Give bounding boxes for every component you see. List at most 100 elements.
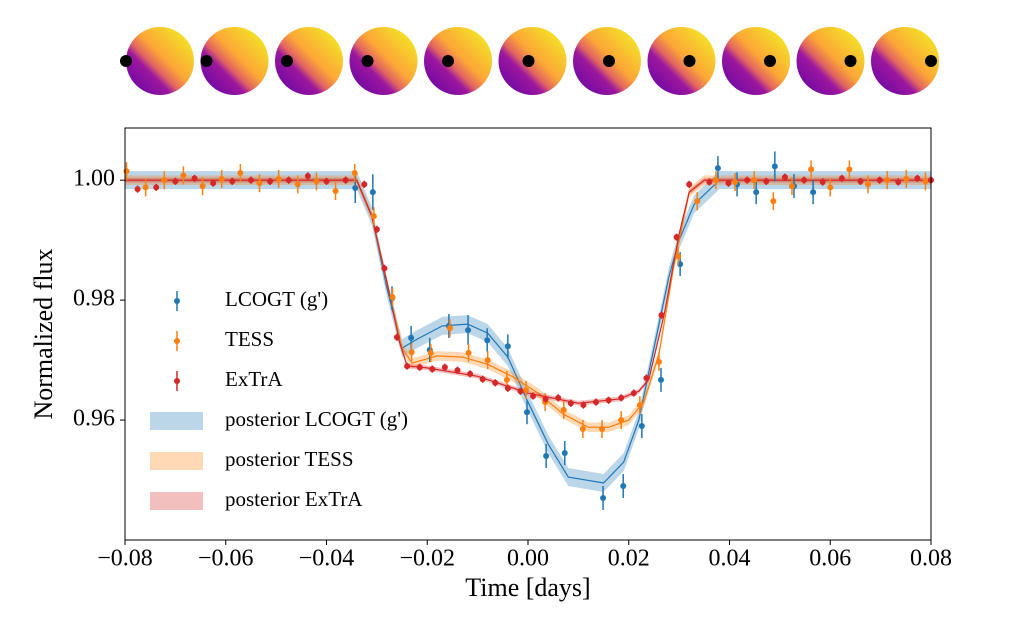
data-point (579, 426, 586, 433)
data-point (373, 226, 380, 233)
star-disc (200, 27, 269, 95)
star-disc (647, 27, 716, 95)
data-point (479, 376, 486, 383)
x-tick-label: 0.00 (507, 546, 549, 572)
planet (120, 55, 132, 67)
x-tick-label: −0.08 (97, 546, 153, 572)
data-point (827, 184, 834, 191)
data-point (304, 172, 311, 179)
data-point (555, 394, 562, 401)
data-point (332, 187, 339, 194)
data-point (593, 399, 600, 406)
transit-illustration (120, 27, 939, 95)
data-point (763, 178, 770, 185)
legend-swatch (150, 452, 203, 470)
x-tick-label: 0.08 (910, 546, 952, 572)
data-point (618, 417, 625, 424)
data-point (465, 327, 472, 334)
data-point (725, 180, 732, 187)
data-point (618, 394, 625, 401)
data-point (369, 189, 376, 196)
data-point (323, 178, 330, 185)
data-point (370, 213, 377, 220)
legend-label: ExTrA (225, 367, 283, 391)
data-point (876, 177, 883, 184)
data-point (810, 189, 817, 196)
planet (844, 55, 857, 67)
data-point (638, 423, 645, 430)
legend: LCOGT (g') TESS ExTrA posterior LCOGT (g') p… (150, 287, 408, 511)
data-point (517, 388, 524, 395)
data-point (801, 177, 808, 184)
data-point (753, 189, 760, 196)
data-point (694, 198, 701, 205)
legend-label: posterior TESS (225, 447, 354, 471)
data-point (865, 181, 872, 188)
star-disc (126, 27, 194, 95)
data-point (636, 402, 643, 409)
y-tick-label: 0.98 (73, 286, 115, 312)
planet (764, 55, 776, 67)
star-disc (275, 27, 343, 95)
data-point (643, 375, 650, 382)
legend-swatch (150, 412, 203, 430)
data-point (484, 357, 491, 364)
data-point (352, 184, 359, 191)
data-point (408, 349, 415, 356)
data-point (523, 409, 530, 416)
data-point (237, 169, 244, 176)
data-point (465, 349, 472, 356)
data-point (788, 183, 795, 190)
data-point (153, 184, 160, 191)
data-point (620, 483, 627, 490)
data-point (361, 181, 368, 188)
data-point (492, 379, 499, 386)
x-tick-label: 0.02 (608, 546, 650, 572)
data-point (675, 253, 682, 260)
star-disc (722, 27, 790, 95)
data-point (503, 376, 510, 383)
data-point (903, 175, 910, 182)
data-point (454, 367, 461, 374)
star-disc (349, 27, 418, 95)
data-point (808, 166, 815, 173)
data-point (247, 177, 254, 184)
data-point (600, 495, 607, 502)
data-point (416, 364, 423, 371)
data-point (846, 166, 853, 173)
data-point (199, 183, 206, 190)
data-point (744, 177, 751, 184)
data-point (313, 178, 320, 185)
data-point (712, 177, 719, 184)
data-point (599, 426, 606, 433)
data-point (408, 334, 415, 341)
planet (683, 55, 696, 67)
x-tick-label: −0.02 (399, 546, 455, 572)
data-point (673, 234, 680, 241)
data-point (542, 396, 549, 403)
x-tick-label: −0.06 (198, 546, 254, 572)
data-point (706, 178, 713, 185)
planet (522, 55, 535, 67)
y-tick-label: 1.00 (73, 166, 115, 192)
planet (361, 55, 374, 67)
data-point (504, 385, 511, 392)
legend-label: posterior ExTrA (225, 487, 363, 511)
data-point (655, 358, 662, 365)
data-point (218, 175, 225, 182)
data-point (484, 337, 491, 344)
legend-label: TESS (225, 327, 274, 351)
data-point (389, 294, 396, 301)
data-point (771, 163, 778, 170)
data-point (342, 177, 349, 184)
data-point (530, 393, 537, 400)
plot-area: −0.08 −0.06 −0.04 −0.02 0.00 0.02 0.04 0.06 0.08… (73, 127, 952, 572)
data-point (630, 390, 637, 397)
data-point (504, 343, 511, 350)
legend-marker (174, 378, 180, 384)
star-disc (796, 27, 865, 95)
data-point (580, 402, 587, 409)
data-point (819, 178, 826, 185)
data-point (714, 165, 721, 172)
